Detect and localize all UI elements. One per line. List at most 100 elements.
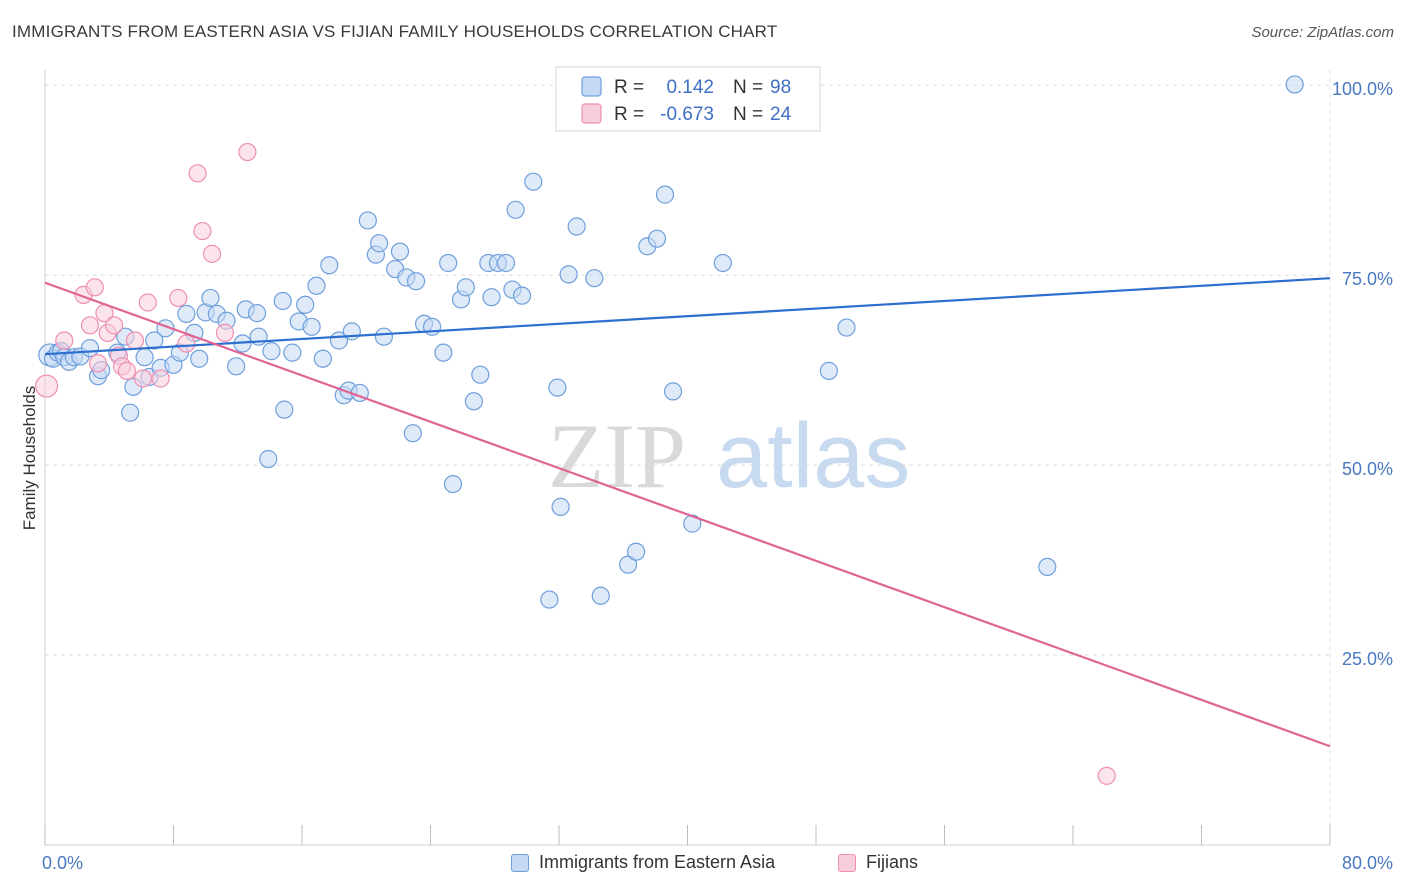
- point-pink-12: [125, 331, 145, 350]
- point-pink-5: [88, 354, 108, 373]
- point-blue-35: [262, 342, 281, 361]
- point-blue-62: [439, 253, 458, 273]
- point-blue-44: [320, 256, 339, 275]
- point-pink-21: [215, 323, 234, 342]
- legend-r-label-1: R =: [614, 77, 644, 98]
- x-tick-label-0: 0.0%: [42, 853, 83, 873]
- point-blue-15: [135, 348, 154, 367]
- legend-r-value-1: 0.142: [666, 77, 714, 98]
- point-blue-65: [456, 278, 475, 297]
- point-blue-71: [496, 253, 516, 273]
- watermark: ZIP atlas: [548, 405, 910, 507]
- point-pink-14: [138, 293, 157, 312]
- point-pink-11: [117, 361, 137, 380]
- point-blue-58: [406, 272, 426, 291]
- point-blue-69: [482, 288, 501, 307]
- point-blue-77: [548, 378, 567, 397]
- point-blue-86: [647, 229, 667, 248]
- watermark-zip: ZIP: [548, 405, 686, 507]
- point-blue-87: [655, 185, 675, 204]
- point-pink-0: [35, 374, 59, 398]
- legend-swatch-blue: [581, 76, 602, 97]
- point-blue-52: [370, 234, 389, 253]
- watermark-atlas: atlas: [716, 405, 910, 507]
- point-blue-17: [145, 331, 164, 350]
- point-blue-22: [177, 304, 196, 323]
- point-blue-55: [390, 242, 410, 261]
- point-blue-93: [837, 318, 856, 337]
- point-pink-16: [169, 288, 188, 308]
- correlation-legend: R = 0.142 N = 98 R = -0.673 N = 24: [555, 66, 821, 132]
- y-tick-label-0: 25.0%: [1342, 649, 1393, 669]
- point-blue-80: [567, 217, 586, 236]
- point-pink-8: [104, 316, 124, 335]
- legend-r-label-2: R =: [614, 104, 644, 125]
- point-pink-22: [238, 142, 257, 162]
- point-blue-76: [540, 590, 559, 609]
- bottom-legend: Immigrants from Eastern Asia Fijians: [0, 852, 1406, 878]
- point-blue-67: [471, 365, 490, 384]
- point-pink-15: [151, 369, 170, 388]
- legend-n-label-1: N =: [733, 77, 763, 98]
- y-tick-label-3: 100.0%: [1332, 79, 1393, 99]
- point-blue-84: [626, 542, 646, 561]
- legend-r-value-2: -0.673: [660, 104, 714, 125]
- point-blue-26: [201, 288, 220, 308]
- data-points: [35, 75, 1304, 785]
- bottom-legend-swatch-blue: [511, 853, 529, 872]
- bottom-legend-swatch-pink: [838, 853, 856, 872]
- point-blue-66: [464, 392, 483, 411]
- trend-lines: [44, 277, 1331, 748]
- point-blue-94: [1038, 557, 1057, 577]
- y-tick-label-1: 50.0%: [1342, 459, 1393, 479]
- chart-title: IMMIGRANTS FROM EASTERN ASIA VS FIJIAN F…: [12, 22, 778, 41]
- point-blue-61: [434, 343, 453, 362]
- legend-n-label-2: N =: [733, 104, 763, 125]
- x-tick-labels: 0.0% 80.0%: [42, 853, 1393, 873]
- point-blue-79: [559, 265, 578, 284]
- bottom-legend-label-eastern-asia: Immigrants from Eastern Asia: [539, 852, 776, 872]
- point-blue-83: [618, 555, 638, 574]
- y-tick-labels: 25.0% 50.0% 75.0% 100.0%: [1332, 79, 1393, 669]
- point-blue-42: [307, 276, 326, 295]
- point-blue-81: [585, 269, 604, 288]
- point-pink-17: [177, 334, 196, 353]
- point-blue-41: [302, 317, 321, 336]
- point-blue-29: [227, 357, 246, 376]
- point-blue-43: [313, 349, 332, 368]
- point-blue-95: [1285, 75, 1304, 94]
- legend-swatch-pink: [581, 103, 602, 124]
- point-blue-36: [273, 291, 292, 311]
- y-axis-label: Family Households: [20, 386, 39, 531]
- point-blue-32: [247, 304, 267, 323]
- point-pink-18: [188, 164, 207, 183]
- point-pink-20: [202, 244, 222, 263]
- axes: [44, 70, 1331, 846]
- point-pink-19: [193, 221, 212, 241]
- point-blue-13: [121, 403, 140, 422]
- point-blue-24: [190, 349, 209, 368]
- point-blue-8: [80, 338, 100, 358]
- point-blue-38: [283, 343, 302, 362]
- point-blue-82: [591, 586, 610, 605]
- point-blue-34: [259, 449, 278, 469]
- point-blue-50: [358, 211, 377, 230]
- point-blue-75: [524, 172, 543, 191]
- point-pink-23: [1097, 766, 1116, 785]
- point-blue-73: [506, 200, 525, 219]
- bottom-legend-label-fijians: Fijians: [866, 852, 919, 872]
- point-pink-1: [55, 331, 74, 350]
- point-blue-37: [275, 400, 294, 419]
- legend-n-value-2: 24: [770, 104, 792, 125]
- bottom-legend-item-eastern-asia: Immigrants from Eastern Asia: [511, 852, 775, 873]
- point-blue-88: [663, 382, 683, 401]
- y-tick-label-2: 75.0%: [1342, 269, 1393, 289]
- point-pink-4: [85, 278, 104, 297]
- x-tick-label-1: 80.0%: [1342, 853, 1393, 873]
- point-blue-53: [374, 327, 394, 346]
- point-blue-57: [403, 424, 422, 443]
- grid-lines: [45, 70, 1331, 845]
- point-blue-63: [443, 474, 463, 494]
- point-blue-92: [819, 361, 838, 380]
